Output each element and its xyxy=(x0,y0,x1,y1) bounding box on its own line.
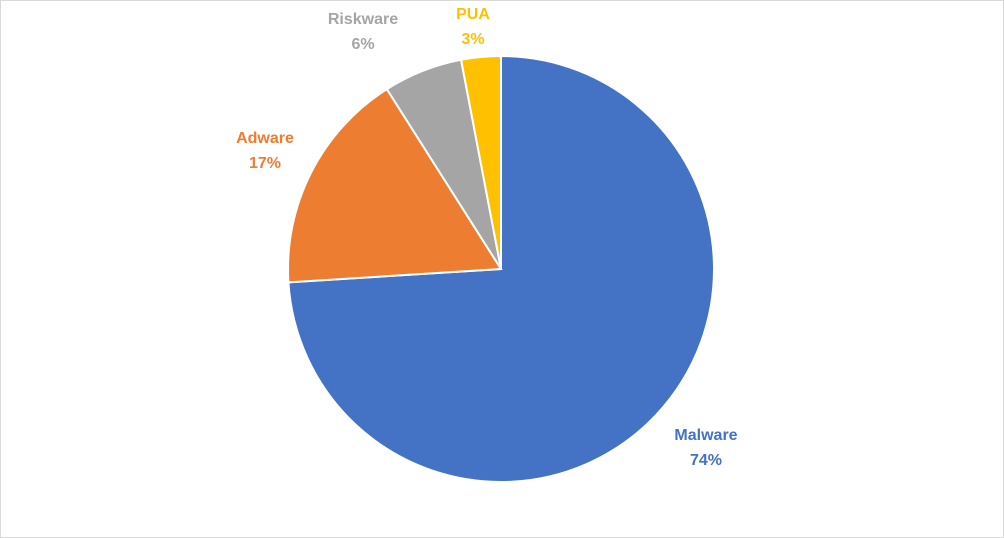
slice-value-label: 74% xyxy=(690,452,722,469)
slice-label: Adware xyxy=(236,130,294,147)
slice-value-label: 17% xyxy=(249,155,281,172)
pie-slice xyxy=(459,54,502,270)
slice-label: PUA xyxy=(456,6,490,23)
slice-label: Malware xyxy=(674,427,737,444)
slice-value-label: 3% xyxy=(461,31,484,48)
slice-value-label: 6% xyxy=(351,36,374,53)
pie-slice xyxy=(287,87,503,284)
slice-label: Riskware xyxy=(328,11,398,28)
